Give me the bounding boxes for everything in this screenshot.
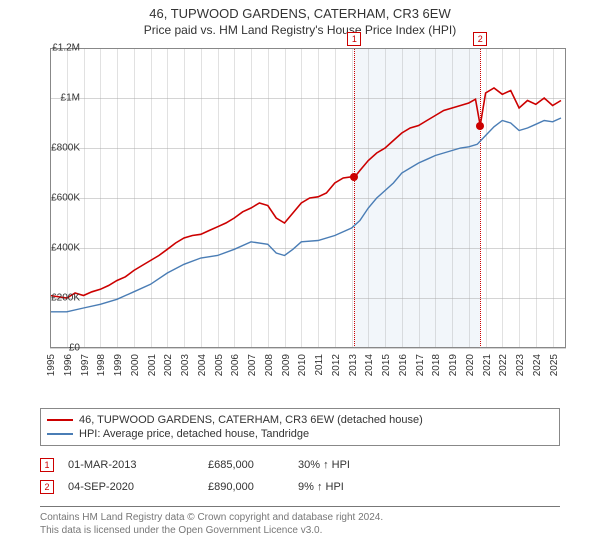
data-point-marker [350,173,358,181]
x-axis-label: 2010 [297,354,308,376]
y-axis-label: £600K [51,193,80,204]
chart-container: 46, TUPWOOD GARDENS, CATERHAM, CR3 6EW P… [0,0,600,560]
x-axis-label: 2012 [331,354,342,376]
x-axis-label: 2020 [465,354,476,376]
x-axis-label: 2018 [431,354,442,376]
x-axis-ticks: 1995199619971998199920002001200220032004… [50,348,566,408]
x-axis-label: 1995 [46,354,57,376]
x-axis-label: 2025 [549,354,560,376]
transaction-row: 2 04-SEP-2020 £890,000 9% ↑ HPI [40,476,560,498]
x-axis-label: 1996 [63,354,74,376]
x-axis-label: 2004 [197,354,208,376]
transaction-list: 1 01-MAR-2013 £685,000 30% ↑ HPI 2 04-SE… [40,454,560,498]
y-axis-label: £800K [51,143,80,154]
y-axis-label: £400K [51,243,80,254]
legend: 46, TUPWOOD GARDENS, CATERHAM, CR3 6EW (… [40,408,560,446]
x-axis-label: 2024 [532,354,543,376]
x-axis-label: 2006 [230,354,241,376]
y-axis-label: £1.2M [52,43,80,54]
chart-title: 46, TUPWOOD GARDENS, CATERHAM, CR3 6EW [0,0,600,21]
x-axis-label: 2001 [147,354,158,376]
x-axis-label: 1999 [113,354,124,376]
chart-subtitle: Price paid vs. HM Land Registry's House … [0,21,600,37]
marker-box: 1 [347,32,361,46]
transaction-row: 1 01-MAR-2013 £685,000 30% ↑ HPI [40,454,560,476]
x-axis-label: 2008 [264,354,275,376]
series-property [50,88,561,298]
footer-copyright: Contains HM Land Registry data © Crown c… [40,511,560,524]
x-axis-label: 2013 [348,354,359,376]
x-axis-label: 1998 [96,354,107,376]
x-axis-label: 2014 [364,354,375,376]
transaction-price: £890,000 [208,481,298,493]
transaction-pct: 9% ↑ HPI [298,481,388,493]
x-axis-label: 1997 [80,354,91,376]
x-axis-label: 2011 [314,354,325,376]
x-axis-label: 2019 [448,354,459,376]
x-axis-label: 2007 [247,354,258,376]
x-axis-label: 2021 [482,354,493,376]
x-axis-label: 2015 [381,354,392,376]
y-axis-label: £200K [51,293,80,304]
transaction-price: £685,000 [208,459,298,471]
line-plot [50,48,566,348]
transaction-marker: 1 [40,458,54,472]
x-axis-label: 2023 [515,354,526,376]
x-axis-label: 2017 [415,354,426,376]
x-axis-label: 2003 [180,354,191,376]
legend-swatch-property [47,419,73,421]
transaction-pct: 30% ↑ HPI [298,459,388,471]
marker-box: 2 [473,32,487,46]
x-axis-label: 2002 [163,354,174,376]
legend-swatch-hpi [47,433,73,435]
footer: Contains HM Land Registry data © Crown c… [40,506,560,537]
x-axis-label: 2005 [214,354,225,376]
y-axis-label: £1M [61,93,80,104]
legend-item-hpi: HPI: Average price, detached house, Tand… [47,427,553,441]
legend-item-property: 46, TUPWOOD GARDENS, CATERHAM, CR3 6EW (… [47,413,553,427]
transaction-date: 01-MAR-2013 [68,459,208,471]
x-axis-label: 2009 [281,354,292,376]
plot-area: 12 [50,48,566,348]
x-axis-label: 2022 [498,354,509,376]
legend-label-property: 46, TUPWOOD GARDENS, CATERHAM, CR3 6EW (… [79,414,423,426]
data-point-marker [476,122,484,130]
transaction-date: 04-SEP-2020 [68,481,208,493]
footer-license: This data is licensed under the Open Gov… [40,524,560,537]
legend-label-hpi: HPI: Average price, detached house, Tand… [79,428,309,440]
series-hpi [50,118,561,312]
x-axis-label: 2000 [130,354,141,376]
transaction-marker: 2 [40,480,54,494]
x-axis-label: 2016 [398,354,409,376]
